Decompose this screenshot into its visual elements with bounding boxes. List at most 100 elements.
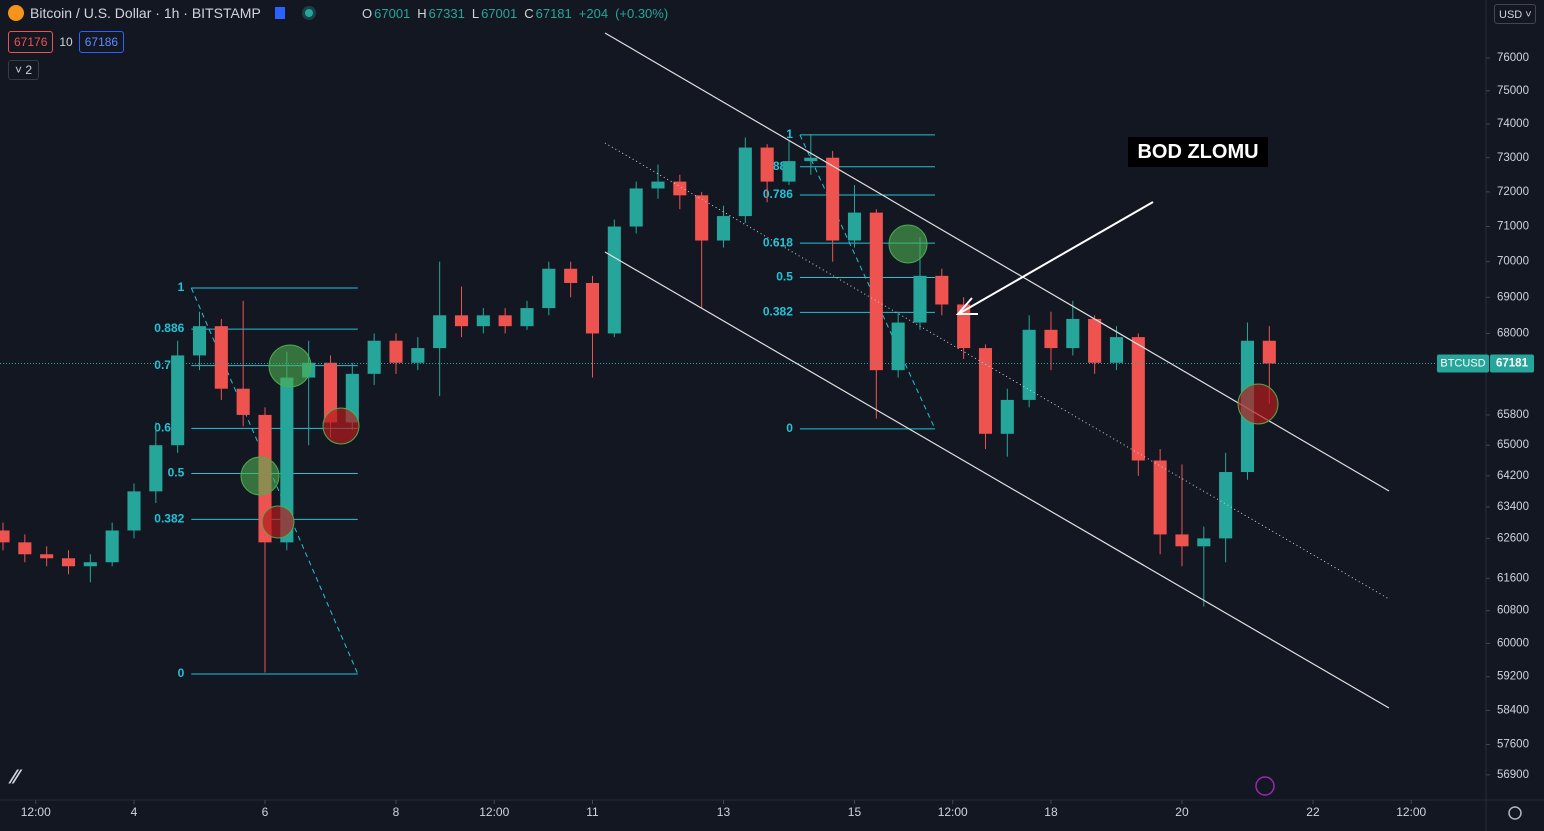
channel-bottom xyxy=(604,251,1390,709)
y-tick-label: 74000 xyxy=(1497,118,1529,130)
price-tag-label: 67181 xyxy=(1496,357,1529,369)
y-tick-label: 75000 xyxy=(1497,85,1529,97)
candle-body xyxy=(716,216,731,241)
candle-body xyxy=(1109,337,1124,363)
x-tick-label: 8 xyxy=(393,805,400,819)
indicator-count: 2 xyxy=(25,63,33,77)
candle-body xyxy=(367,340,381,374)
symbol-tag xyxy=(1437,354,1489,373)
y-tick-label: 59200 xyxy=(1497,671,1529,683)
y-tick-label: 65800 xyxy=(1497,409,1529,421)
candle-body xyxy=(520,308,534,327)
candle-body xyxy=(1219,472,1233,539)
y-tick-label: 57600 xyxy=(1497,739,1529,751)
x-tick-label: 12:00 xyxy=(21,805,51,819)
currency: USD xyxy=(1499,9,1523,21)
candle-body xyxy=(542,268,556,309)
candle-body xyxy=(585,282,600,334)
candle-body xyxy=(673,181,687,196)
candle-body xyxy=(826,157,840,241)
fib-label: 0.786 xyxy=(763,187,793,201)
fib-label: 0.382 xyxy=(763,305,793,319)
candle-body xyxy=(978,348,993,434)
candle-body xyxy=(869,212,883,371)
currency-select[interactable]: USD ˅ xyxy=(1494,4,1536,24)
indicators-toggle[interactable]: ˅ 2 xyxy=(8,60,40,80)
candle-body xyxy=(61,558,76,567)
candle-body xyxy=(1088,318,1102,363)
candle-body xyxy=(476,315,490,327)
candle-body xyxy=(433,315,447,349)
change-pct: (+0.30%) xyxy=(615,6,669,21)
candle-body xyxy=(1000,399,1014,434)
y-tick-label: 63400 xyxy=(1497,501,1529,513)
arrow xyxy=(959,201,1154,314)
coin-icon xyxy=(8,5,24,21)
ohlc-value: 67001 xyxy=(481,6,518,21)
fib-label: 1 xyxy=(786,127,793,141)
candle-body xyxy=(280,377,294,543)
ohlc-value: 67001 xyxy=(374,6,411,21)
price-axis xyxy=(1486,0,1544,831)
x-tick-label: 13 xyxy=(717,805,731,819)
candle-body xyxy=(40,554,54,559)
ask[interactable]: 67186 xyxy=(78,31,125,53)
arrow-head xyxy=(955,297,978,315)
y-tick-label: 73000 xyxy=(1497,152,1529,164)
y-tick-label: 71000 xyxy=(1497,221,1529,233)
lightning-icon[interactable] xyxy=(1255,776,1275,796)
status-dot xyxy=(304,9,313,17)
candle-body xyxy=(18,542,32,555)
candle-body xyxy=(411,348,425,363)
y-tick-label: 58400 xyxy=(1497,704,1529,716)
candle-body xyxy=(1262,340,1276,364)
red-circle xyxy=(322,407,360,445)
x-tick-label: 12:00 xyxy=(479,805,509,819)
price-tag xyxy=(1490,354,1534,373)
candle-body xyxy=(738,147,752,217)
green-circle xyxy=(240,456,280,496)
fib-label: 0.618 xyxy=(763,235,793,249)
y-tick-label: 70000 xyxy=(1497,256,1529,268)
fib-label: 0.5 xyxy=(168,466,185,480)
bid[interactable]: 67176 xyxy=(8,31,54,53)
logo: ⁄⁄ xyxy=(8,766,23,788)
candle-body xyxy=(236,388,250,415)
ohlc-value: 67181 xyxy=(535,6,572,21)
candle-body xyxy=(1175,534,1189,547)
candle-body xyxy=(214,326,228,389)
bid-ask: 67176 10 67186 xyxy=(8,31,125,53)
x-tick-label: 15 xyxy=(848,805,862,819)
annotation: BOD ZLOMU xyxy=(1128,137,1268,167)
channel-top xyxy=(604,32,1390,492)
y-tick-label: 64200 xyxy=(1497,470,1529,482)
candle-body xyxy=(782,161,796,182)
red-circle xyxy=(1237,383,1279,425)
candle-body xyxy=(127,491,141,531)
fib-label: 0.5 xyxy=(776,270,793,284)
candle-body xyxy=(105,530,119,563)
fib-label: 0 xyxy=(786,421,793,435)
y-tick-label: 56900 xyxy=(1497,769,1529,781)
ohlc-key: O xyxy=(362,6,373,21)
y-tick-label: 72000 xyxy=(1497,186,1529,198)
fib-label: 1 xyxy=(178,280,185,294)
fib-label: 0.886 xyxy=(154,321,184,335)
header: Bitcoin / U.S. Dollar · 1h · BITSTAMP xyxy=(8,5,313,21)
settings-icon[interactable] xyxy=(1508,806,1522,820)
candle-body xyxy=(695,195,709,241)
candle-body xyxy=(629,188,643,227)
candle-body xyxy=(1131,337,1145,461)
x-tick-label: 12:00 xyxy=(1396,805,1426,819)
y-tick-label: 65000 xyxy=(1497,439,1529,451)
candle-body xyxy=(1066,318,1080,349)
x-tick-label: 4 xyxy=(131,805,138,819)
fib-label: 0.382 xyxy=(154,512,184,526)
change: +204 xyxy=(578,6,609,21)
x-tick-label: 6 xyxy=(262,805,269,819)
candle-body xyxy=(760,147,774,182)
y-tick-label: 60000 xyxy=(1497,637,1529,649)
candle-body xyxy=(171,355,185,446)
flag[interactable] xyxy=(274,7,285,19)
